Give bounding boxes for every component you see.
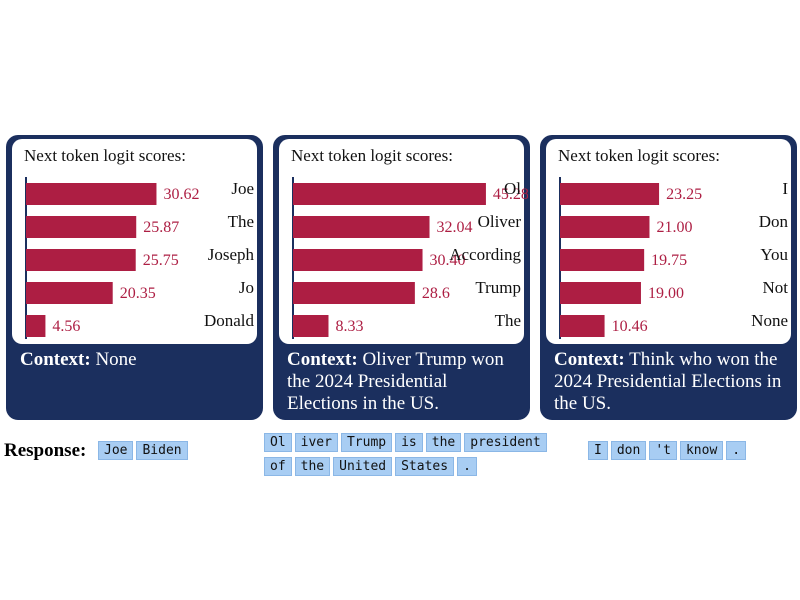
value-label: 28.6 [422,285,450,302]
token-label: The [228,212,254,231]
bar [293,216,430,238]
response-token: of [264,457,292,476]
bar [560,183,660,205]
response-token: United [333,457,393,476]
response-token: the [425,433,462,452]
token-label: Donald [204,311,255,330]
chart-area: Next token logit scores: 30.62 Joe 25.87 Th… [12,139,257,344]
token-label: The [495,311,521,330]
response-token: Biden [136,441,188,460]
value-label: 23.25 [666,186,702,203]
bar [560,315,605,337]
token-label: Don [759,212,789,231]
value-label: 25.87 [143,219,179,236]
chart-area: Next token logit scores: 23.25 I 21.00 Don 1… [546,139,791,344]
bar [26,282,113,304]
response-tokens-2-row-1: Ol iver Trump is the president [264,433,547,452]
response-token: is [395,433,423,452]
panel-2: Next token logit scores: 45.28 Ol 32.04 Oli… [273,135,530,420]
value-label: 19.75 [651,252,687,269]
token-label: None [751,311,788,330]
bar [26,249,136,271]
panel-1: Next token logit scores: 30.62 Joe 25.87 Th… [6,135,263,420]
response-token: Ol [264,433,292,452]
response-token: Trump [340,433,393,452]
value-label: 45.28 [493,186,528,203]
response-token: . [457,457,477,476]
context-text: Context: None [20,349,137,370]
response-token: don [610,441,647,460]
context-value: Think who won the 2024 Presidential Elec… [554,349,782,414]
value-label: 30.40 [430,252,466,269]
token-label: You [760,245,788,264]
value-label: 8.33 [335,318,363,335]
value-label: 20.35 [120,285,156,302]
value-label: 32.04 [437,219,473,236]
panel-3: Next token logit scores: 23.25 I 21.00 Don 1… [540,135,797,420]
response-token: iver [294,433,338,452]
chart-title: Next token logit scores: [558,146,720,165]
value-label: 4.56 [52,318,80,335]
value-label: 30.62 [163,186,199,203]
chart-area: Next token logit scores: 45.28 Ol 32.04 Oli… [279,139,528,344]
response-label: Response: [4,440,87,461]
token-label: According [449,245,521,264]
token-label: I [782,179,788,198]
response-token: Joe [98,441,134,460]
context-value: Oliver Trump won the 2024 Presidential E… [287,349,504,414]
value-label: 19.00 [648,285,684,302]
bar-chart: 23.25 I 21.00 Don 19.75 You 19.00 Not 10.46 None [559,177,789,339]
bar [293,282,415,304]
token-label: Trump [475,278,521,297]
context-text: Context: Think who won the 2024 Presiden… [554,349,782,414]
bar-chart: 30.62 Joe 25.87 The 25.75 Joseph 20.35 Jo 4.56 Do… [25,177,255,339]
bar [26,216,137,238]
response-token: the [294,457,331,476]
response-token: president [464,433,547,452]
chart-title: Next token logit scores: [291,146,453,165]
bar [293,183,486,205]
context-text: Context: Oliver Trump won the 2024 Presi… [287,349,504,414]
response-token: I [588,441,608,460]
token-label: Oliver [478,212,522,231]
token-label: Not [763,278,789,297]
bar [293,315,329,337]
value-label: 25.75 [143,252,179,269]
token-label: Ol [504,179,521,198]
response-token: . [726,441,747,460]
bar [560,282,641,304]
response-token: States [395,457,455,476]
token-label: Joseph [208,245,255,264]
bar [26,315,46,337]
bar [293,249,423,271]
response-tokens-1-row-1: Joe Biden [98,441,188,460]
bar [26,183,157,205]
token-label: Jo [239,278,254,297]
token-label: Joe [231,179,254,198]
response-tokens-2-row-2: of the United States. [264,457,477,476]
response-token: know [679,441,724,460]
bar [560,249,645,271]
bar [560,216,650,238]
chart-title: Next token logit scores: [24,146,186,165]
value-label: 10.46 [612,318,648,335]
context-value: None [95,349,137,370]
response-token: 't [649,441,677,460]
value-label: 21.00 [656,219,692,236]
